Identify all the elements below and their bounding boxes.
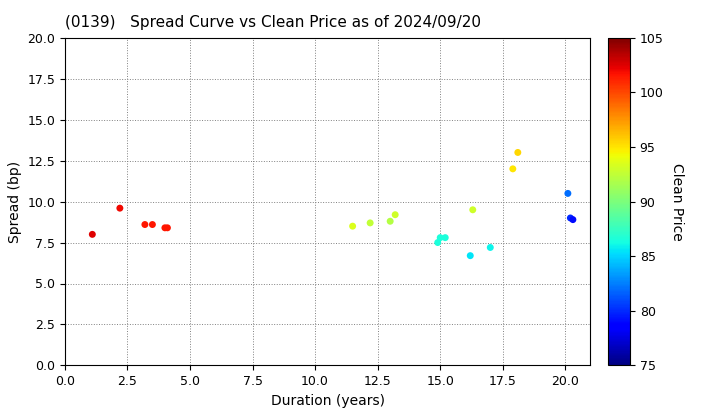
Point (347, 223, 359, 229)
Y-axis label: Spread (bp): Spread (bp) (8, 160, 22, 243)
Point (567, 216, 579, 223)
Text: (0139)   Spread Curve vs Clean Price as of 2024/09/20: (0139) Spread Curve vs Clean Price as of… (65, 15, 481, 30)
Point (114, 205, 125, 212)
Point (147, 221, 158, 228)
Point (159, 224, 171, 231)
Point (564, 215, 576, 221)
Point (507, 165, 518, 172)
Point (485, 244, 496, 251)
X-axis label: Duration (years): Duration (years) (271, 394, 384, 408)
Point (464, 252, 476, 259)
Point (562, 190, 574, 197)
Point (364, 220, 376, 226)
Point (512, 149, 523, 156)
Point (432, 239, 444, 246)
Point (390, 211, 401, 218)
Y-axis label: Clean Price: Clean Price (670, 163, 685, 241)
Point (434, 234, 446, 241)
Point (139, 221, 150, 228)
Point (439, 234, 451, 241)
Point (467, 207, 479, 213)
Point (86, 231, 98, 238)
Point (384, 218, 396, 225)
Point (162, 224, 174, 231)
